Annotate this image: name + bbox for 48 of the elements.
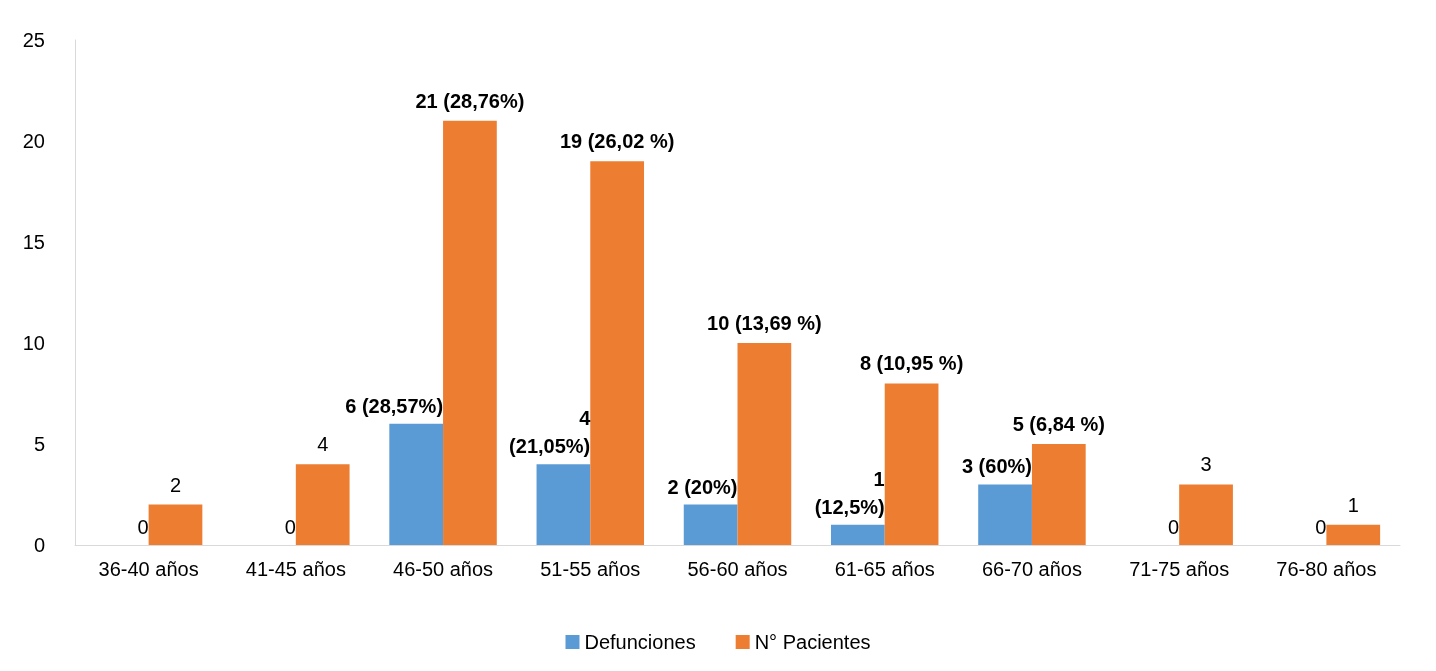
- y-tick-label: 10: [22, 332, 45, 354]
- y-tick-label: 5: [33, 433, 45, 455]
- bar: [884, 383, 939, 545]
- data-label: 3 (60%): [961, 455, 1032, 478]
- bar: [1326, 524, 1381, 545]
- x-tick-label: 61-65 años: [834, 558, 935, 580]
- bar: [683, 504, 738, 545]
- x-tick-label: 66-70 años: [981, 558, 1082, 580]
- data-label: 0: [1168, 516, 1180, 538]
- data-label: 3: [1200, 453, 1212, 476]
- bar: [148, 504, 203, 545]
- x-tick-label: 46-50 años: [393, 558, 494, 580]
- legend-label: N° Pacientes: [754, 631, 871, 653]
- data-label: 8 (10,95 %): [859, 352, 964, 375]
- data-label: 2 (20%): [667, 475, 738, 498]
- data-label: 2: [169, 473, 182, 496]
- bar: [295, 464, 350, 545]
- bar: [443, 120, 497, 545]
- y-tick-label: 20: [22, 130, 45, 152]
- bar: [978, 484, 1032, 545]
- data-label: 1 (12,5%): [814, 467, 885, 518]
- data-label: 10 (13,69 %): [707, 312, 822, 334]
- data-label: 19 (26,02 %): [559, 130, 675, 153]
- bar: [536, 464, 591, 545]
- x-tick-label: 36-40 años: [98, 558, 199, 580]
- y-tick-label: 15: [22, 231, 45, 253]
- data-label: 0: [137, 516, 149, 538]
- x-tick-label: 56-60 años: [687, 558, 788, 580]
- bar: [737, 343, 792, 545]
- data-label: 1: [1347, 493, 1359, 516]
- data-label: 6 (28,57%): [345, 394, 444, 417]
- data-label: 21 (28,76%): [415, 89, 525, 112]
- bar: [389, 423, 444, 545]
- bar: [1031, 444, 1086, 545]
- x-tick-label: 41-45 años: [245, 558, 346, 580]
- x-tick-label: 76-80 años: [1276, 558, 1377, 580]
- bar: [830, 524, 885, 545]
- data-label: 0: [1315, 516, 1327, 538]
- data-label: 5 (6,84 %): [1012, 413, 1105, 435]
- x-tick-label: 71-75 años: [1129, 558, 1230, 580]
- y-tick-label: 25: [22, 29, 45, 51]
- legend-label: Defunciones: [584, 631, 696, 653]
- y-tick-label: 0: [33, 534, 45, 556]
- bar: [1179, 484, 1233, 545]
- data-label: 0: [284, 516, 296, 538]
- data-label: 4: [317, 433, 329, 456]
- bar: [590, 161, 645, 545]
- x-tick-label: 51-55 años: [540, 558, 641, 580]
